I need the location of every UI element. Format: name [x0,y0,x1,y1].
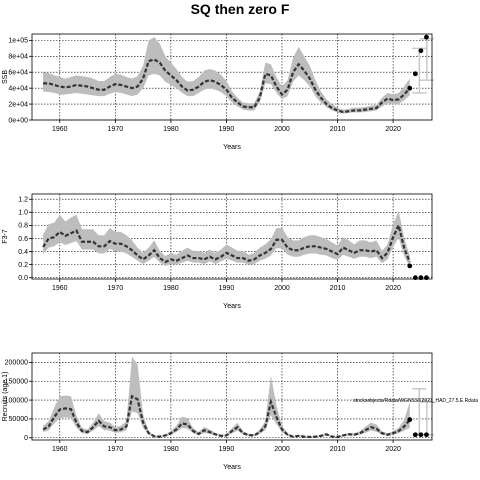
panel-f-x-tick-label: 1990 [219,285,235,292]
panel-recruitment-y-tick-label: 50000 [9,416,29,423]
panel-ssb-y-tick-label: 1e+05 [8,38,28,45]
panel-recruitment-x-tick-label: 1980 [163,446,179,453]
panel-recruitment-x-tick-label: 2000 [274,446,290,453]
panel-ssb-x-tick-label: 1960 [52,126,68,133]
chart-title: SQ then zero F [191,1,290,17]
panel-ssb-confidence-band [43,37,410,114]
panel-f-y-tick-label: 0.8 [18,223,28,230]
panel-recruitment-error-bar [412,388,427,436]
panel-f-y-tick-label: 1.2 [18,197,28,204]
panel-ssb-projection-point [418,48,424,54]
panel-f-frame [31,193,433,280]
panel-ssb-projection-point [424,34,429,40]
panel-recruitment-x-axis-label: Years [223,464,241,471]
panel-ssb-y-tick-label: 2e+04 [8,101,28,108]
panel-ssb-projection-point [407,85,413,91]
panel-recruitment-projection-point [418,432,424,438]
panel-ssb-y-tick-label: 0e+00 [8,117,28,124]
panel-recruitment-projection-point [407,417,413,423]
panel-f-y-axis-label: F3-7 [2,229,9,244]
panel-f-y-tick-label: 0.2 [18,262,28,269]
panel-f-y-tick-label: 0.4 [18,249,28,256]
panel-ssb-error-bar [412,47,427,94]
panel-recruitment-x-tick-label: 1960 [52,446,68,453]
panel-ssb-x-tick-label: 1990 [219,126,235,133]
panel-ssb-y-axis-label: SSB [2,70,9,84]
panel-recruitment-x-tick-label: 2020 [385,446,401,453]
panel-f-y-tick-label: 0.6 [18,236,28,243]
panel-f-y-tick-label: 0.0 [18,275,28,282]
panel-f-x-tick-label: 1970 [108,285,124,292]
panel-recruitment-confidence-band [43,356,410,438]
panel-recruitment-y-tick-label: 0 [24,435,28,442]
panel-recruitment-y-tick-label: 100000 [5,397,28,404]
panel-f-y-tick-label: 1.0 [18,210,28,217]
panel-f-x-tick-label: 2000 [274,285,290,292]
panel-ssb-y-tick-label: 4e+04 [8,85,28,92]
panel-f-x-tick-label: 1980 [163,285,179,292]
panel-recruitment-x-tick-label: 1990 [219,446,235,453]
panel-f-x-tick-label: 2010 [330,285,346,292]
panel-recruitment-projection-point [412,432,418,438]
panel-ssb-y-tick-label: 8e+04 [8,54,28,61]
panel-recruitment-x-tick-label: 1970 [108,446,124,453]
panel-ssb-x-tick-label: 1970 [108,126,124,133]
panel-recruitment-projection-point [424,432,429,438]
panel-ssb-x-tick-label: 2010 [330,126,346,133]
panel-recruitment-y-axis-label: Recruits (age 1) [2,372,9,422]
panel-recruitment-median-line [42,394,411,439]
panel-recruitment-frame [31,352,433,441]
panel-ssb-x-tick-label: 2000 [274,126,290,133]
panel-f: 1960 1970 1980 1990 2000 2010 2020 0.0 0.2 0.4 0.6… [2,193,433,310]
panel-f-median-line [42,222,411,264]
panel-f-x-axis-label: Years [223,303,241,310]
panel-f-x-tick-label: 2020 [385,285,401,292]
panel-recruitment-source-note: stocksobjects/Rdata/WGNSSK2023_HAD_27.5.… [353,398,478,404]
panel-ssb-x-tick-label: 1980 [163,126,179,133]
panel-recruitment-y-tick-label: 150000 [5,379,28,386]
panel-ssb-x-axis-label: Years [223,144,241,151]
panel-recruitment-y-tick-label: 200000 [5,360,28,367]
panel-ssb-frame [31,33,433,121]
panel-ssb-median-line [43,58,411,114]
panel-f-x-tick-label: 1960 [52,285,68,292]
panel-ssb-y-tick-label: 6e+04 [8,70,28,77]
panel-recruitment: 1960 1970 1980 1990 2000 2010 2020 0 50000 100000… [2,352,478,471]
panel-f-projection-point [407,263,413,269]
panel-ssb-projection-point [412,71,418,77]
panel-ssb: 1960 1970 1980 1990 2000 2010 2020 0e+00 2e+04 4e… [2,33,434,151]
panel-recruitment-x-tick-label: 2010 [330,446,346,453]
panel-ssb-x-tick-label: 2020 [385,126,401,133]
